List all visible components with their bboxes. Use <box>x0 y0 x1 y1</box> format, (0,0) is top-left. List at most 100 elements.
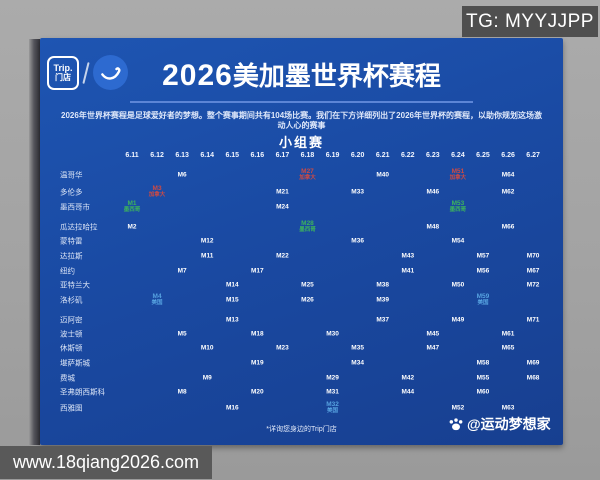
match-number: M17 <box>251 267 264 275</box>
match-cell: M59 美国 <box>477 293 490 307</box>
date-header: 6.13 <box>175 152 189 159</box>
match-cell: M34 <box>351 360 364 367</box>
match-number: M18 <box>251 330 264 338</box>
match-number: M14 <box>225 281 239 289</box>
match-number: M26 <box>301 296 314 304</box>
match-cell: M52 <box>452 405 465 412</box>
city-label: 迈阿密 <box>60 315 83 325</box>
date-header: 6.24 <box>451 152 465 159</box>
poster-title-year: 2026 <box>162 59 233 92</box>
match-number: M65 <box>501 344 515 352</box>
match-number: M40 <box>376 171 390 179</box>
match-cell: M30 <box>326 331 339 338</box>
match-cell: M43 <box>401 253 414 260</box>
match-number: M25 <box>301 281 314 289</box>
match-number: M70 <box>526 252 540 260</box>
match-team-label: 加拿大 <box>449 175 467 181</box>
match-team-label: 加拿大 <box>299 175 316 181</box>
city-label: 圣弗朗西斯科 <box>60 387 105 397</box>
city-label: 亚特兰大 <box>60 280 90 290</box>
match-cell: M51 加拿大 <box>450 168 467 182</box>
match-cell: M37 <box>376 317 389 324</box>
match-cell: M9 <box>203 375 212 382</box>
match-cell: M6 <box>178 172 187 179</box>
match-number: M36 <box>351 237 364 245</box>
date-header: 6.23 <box>426 152 440 159</box>
match-number: M3 <box>152 185 162 192</box>
match-number: M62 <box>501 188 515 196</box>
trip-smile-icon <box>93 55 128 90</box>
match-team-label: 加拿大 <box>148 192 166 198</box>
match-number: M58 <box>476 359 490 367</box>
match-number: M37 <box>376 316 390 324</box>
match-number: M24 <box>276 203 289 211</box>
match-cell: M67 <box>527 268 540 275</box>
match-cell: M29 <box>326 375 339 382</box>
trip-store-logo: Trip. 门店 <box>47 55 79 90</box>
match-team-label: 美国 <box>477 300 489 306</box>
date-header: 6.18 <box>300 152 315 159</box>
match-cell: M10 <box>201 345 214 352</box>
city-label: 堪萨斯城 <box>60 358 90 368</box>
match-number: M27 <box>301 168 314 175</box>
poster-title: 2026美加墨世界杯赛程 <box>40 56 563 93</box>
city-label: 蒙特雷 <box>60 236 83 246</box>
match-cell: M68 <box>527 375 540 382</box>
match-number: M56 <box>476 267 490 275</box>
match-number: M9 <box>202 374 212 382</box>
match-number: M32 <box>326 401 339 408</box>
city-label: 温哥华 <box>60 170 83 180</box>
match-number: M54 <box>451 237 465 245</box>
match-cell: M58 <box>477 360 490 367</box>
match-number: M7 <box>177 267 187 275</box>
logo-row: Trip. 门店 <box>47 55 128 90</box>
match-number: M68 <box>526 374 540 382</box>
match-number: M44 <box>401 388 415 396</box>
website-url-text: www.18qiang2026.com <box>12 452 200 472</box>
date-header: 6.22 <box>400 152 415 159</box>
match-cell: M26 <box>301 297 314 304</box>
match-number: M41 <box>401 267 415 275</box>
match-number: M39 <box>376 296 390 304</box>
match-cell: M64 <box>502 172 515 179</box>
match-cell: M12 <box>201 238 214 245</box>
city-label: 费城 <box>60 373 75 383</box>
match-cell: M35 <box>351 345 364 352</box>
match-number: M21 <box>276 188 289 196</box>
match-number: M11 <box>201 252 214 260</box>
match-cell: M44 <box>401 389 414 396</box>
tg-contact-badge: TG: MYYJJPP <box>462 6 598 37</box>
match-number: M31 <box>326 388 339 396</box>
match-cell: M56 <box>477 268 490 275</box>
match-number: M51 <box>451 168 465 175</box>
city-label: 波士顿 <box>60 329 83 339</box>
match-cell: M40 <box>376 172 389 179</box>
match-cell: M63 <box>502 405 515 412</box>
match-cell: M66 <box>502 224 515 231</box>
match-cell: M20 <box>251 389 264 396</box>
date-header: 6.20 <box>350 152 365 159</box>
match-cell: M5 <box>178 331 187 338</box>
match-number: M28 <box>301 220 314 227</box>
match-cell: M49 <box>452 317 465 324</box>
match-cell: M42 <box>401 375 414 382</box>
match-cell: M24 <box>276 204 289 211</box>
match-number: M60 <box>476 388 490 396</box>
watermark: @运动梦想家 <box>448 414 551 434</box>
city-label: 纽约 <box>60 266 75 276</box>
date-header: 6.25 <box>476 152 490 159</box>
match-cell: M21 <box>276 189 289 196</box>
match-cell: M17 <box>251 268 264 275</box>
match-number: M12 <box>200 237 214 245</box>
title-underline <box>130 101 473 103</box>
match-cell: M72 <box>527 282 540 289</box>
match-number: M38 <box>376 281 390 289</box>
match-cell: M71 <box>527 317 540 324</box>
match-cell: M53 墨西哥 <box>450 200 467 214</box>
match-number: M46 <box>426 188 440 196</box>
match-cell: M62 <box>502 189 515 196</box>
match-cell: M16 <box>226 405 239 412</box>
match-number: M47 <box>426 344 440 352</box>
match-cell: M2 <box>127 224 136 231</box>
